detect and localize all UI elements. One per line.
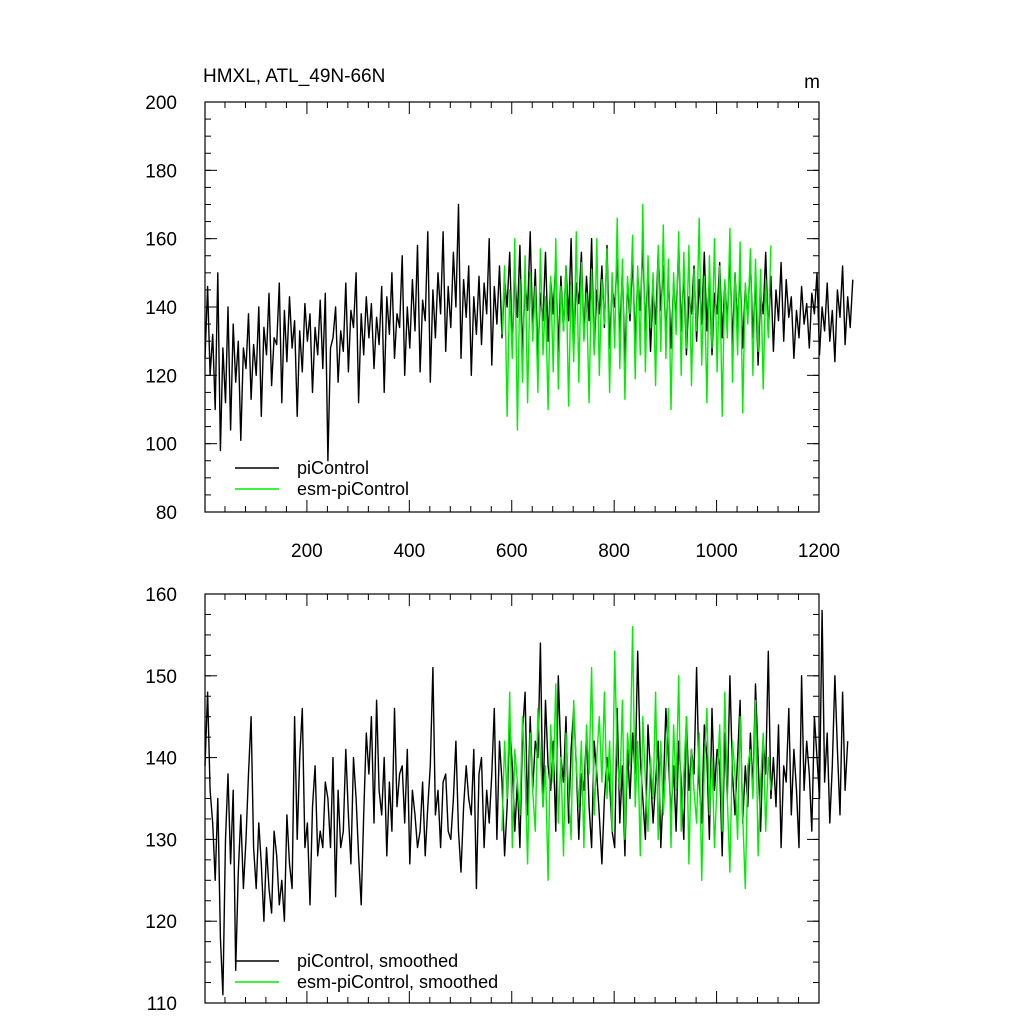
y-tick-label: 120 — [145, 912, 177, 933]
x-tick-label: 200 — [291, 541, 323, 562]
y-tick-label: 200 — [145, 93, 177, 114]
legend-label: piControl, smoothed — [297, 951, 458, 971]
bottom-panel: 110 120 130 140 150 160 piControl, smoothedesm… — [145, 585, 849, 1015]
y-tick-label: 80 — [156, 503, 177, 524]
y-tick-label: 180 — [145, 161, 177, 182]
series-line-esm-picontrol — [501, 203, 772, 431]
chart-title: HMXL, ATL_49N-66N — [203, 66, 385, 87]
x-tick-label: 1200 — [798, 541, 840, 562]
y-tick-label: 160 — [145, 230, 177, 251]
y-tick-label: 140 — [145, 298, 177, 319]
legend-label: esm-piControl — [297, 479, 409, 499]
x-tick-label: 800 — [598, 541, 630, 562]
x-tick-label: 400 — [393, 541, 425, 562]
series-line-esm-picontrol — [501, 626, 772, 890]
y-tick-label: 110 — [147, 994, 177, 1015]
x-tick-label: 600 — [496, 541, 528, 562]
y-tick-label: 100 — [145, 435, 177, 456]
y-tick-label: 150 — [145, 667, 177, 688]
x-tick-label: 1000 — [695, 541, 737, 562]
legend-label: piControl — [297, 458, 369, 478]
y-tick-label: 140 — [145, 749, 177, 770]
y-tick-label: 130 — [145, 830, 177, 851]
y-tick-label: 120 — [145, 366, 177, 387]
units-label: m — [804, 72, 820, 93]
legend-label: esm-piControl, smoothed — [297, 972, 498, 992]
top-panel: 80 100 120 140 160 180 200 200 400 600 800 1000 1200… — [145, 66, 854, 562]
y-tick-label: 160 — [145, 585, 177, 606]
